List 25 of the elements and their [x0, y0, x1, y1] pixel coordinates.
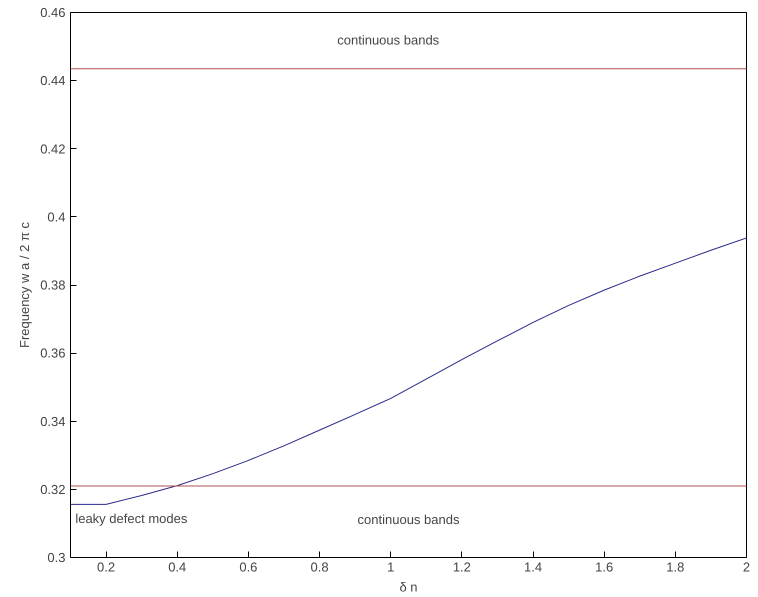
y-tick-label: 0.34 [40, 414, 66, 429]
y-tick-label: 0.3 [47, 550, 66, 565]
x-axis-title: δ n [399, 580, 418, 594]
annotation: continuous bands [358, 512, 460, 527]
line-series [70, 237, 746, 505]
y-tick-label: 0.36 [40, 346, 66, 361]
y-tick-label: 0.38 [40, 278, 66, 292]
x-tick-label: 0.8 [310, 560, 329, 574]
x-tick-label: 1.6 [595, 560, 614, 574]
annotation: leaky defect modes [75, 510, 188, 526]
y-tick-label: 0.46 [40, 5, 66, 20]
y-tick-label: 0.44 [40, 73, 66, 88]
x-tick-label: 1.8 [666, 560, 684, 574]
x-tick-label: 1 [387, 560, 394, 574]
x-tick-label: 0.6 [239, 560, 258, 574]
annotation: continuous bands [337, 32, 440, 48]
y-tick-label: 0.32 [40, 482, 66, 497]
x-tick-label: 1.2 [452, 560, 471, 574]
x-tick-label: 0.4 [168, 560, 186, 574]
y-tick-label: 0.42 [40, 141, 66, 156]
y-axis-title: Frequency w a / 2 π c [17, 221, 32, 348]
x-tick-label: 0.2 [97, 560, 116, 574]
x-tick-label: 2 [742, 560, 750, 574]
y-tick-label: 0.4 [47, 209, 66, 224]
x-tick-label: 1.4 [524, 560, 542, 574]
